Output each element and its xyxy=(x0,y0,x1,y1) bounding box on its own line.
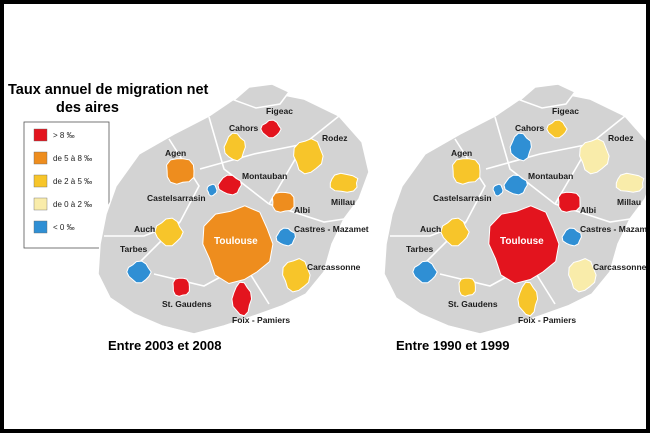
map-1990-1999-label-agen: Agen xyxy=(451,148,472,158)
map-2003-2008-labels: Figeac Cahors Rodez Agen Montauban Castelsarr… xyxy=(120,106,369,325)
legend-label-2: de 2 à 5 ‰ xyxy=(53,177,92,186)
map-1990-1999-label-tarbes: Tarbes xyxy=(406,244,434,254)
map-2003-2008-area-toulouse xyxy=(202,205,274,285)
map-2003-2008-label-albi: Albi xyxy=(294,205,310,215)
map-2003-2008-label-montauban: Montauban xyxy=(242,171,287,181)
map-2003-2008-area-castres-mazamet xyxy=(275,227,296,247)
map-2003-2008-label-rodez: Rodez xyxy=(322,133,348,143)
map-2003-2008-label-agen: Agen xyxy=(165,148,186,158)
title-line2: des aires xyxy=(56,100,119,116)
caption-map-1990-1999: Entre 1990 et 1999 xyxy=(396,338,509,353)
legend-label-1: de 5 à 8 ‰ xyxy=(53,154,92,163)
map-2003-2008-department-border-1 xyxy=(208,116,270,205)
title-line1: Taux annuel de migration net xyxy=(8,82,209,98)
map-2003-2008-region-shape-1 xyxy=(232,83,291,109)
map-2003-2008-department-border-0 xyxy=(168,138,200,223)
map-2003-2008-area-tarbes xyxy=(126,260,152,284)
map-2003-2008-label-millau: Millau xyxy=(331,197,355,207)
map-1990-1999-area-montauban xyxy=(503,174,528,196)
map-1990-1999-label-castelsarrasin: Castelsarrasin xyxy=(433,193,492,203)
map-2003-2008-area-foix-pamiers xyxy=(231,281,253,317)
map-1990-1999-label-montauban: Montauban xyxy=(528,171,573,181)
legend-label-4: < 0 ‰ xyxy=(53,223,75,232)
maps-figure: Taux annuel de migration net des aires >… xyxy=(8,82,646,353)
legend-label-3: de 0 à 2 ‰ xyxy=(53,200,92,209)
map-2003-2008-label-auch: Auch xyxy=(134,224,155,234)
map-2003-2008-area-figeac xyxy=(260,119,282,139)
map-2003-2008-area-cahors xyxy=(223,132,246,162)
map-2003-2008-label-foix-pamiers: Foix - Pamiers xyxy=(232,315,290,325)
map-2003-2008-label-carcassonne: Carcassonne xyxy=(307,262,361,272)
legend-swatch-0 xyxy=(33,128,48,142)
map-1990-1999-department-border-1 xyxy=(494,116,556,205)
map-2003-2008-area-st-gaudens xyxy=(172,277,190,297)
map-1990-1999-label-st-gaudens: St. Gaudens xyxy=(448,299,498,309)
legend-swatch-3 xyxy=(33,197,48,211)
map-2003-2008-area-carcassonne xyxy=(282,258,311,293)
legend: > 8 ‰ de 5 à 8 ‰ de 2 à 5 ‰ de 0 à 2 ‰ < 0 ‰ xyxy=(23,121,110,249)
map-1990-1999-department-border-7 xyxy=(485,143,591,170)
map-2003-2008-areas xyxy=(126,119,359,317)
legend-swatch-4 xyxy=(33,220,48,234)
map-2003-2008-area-castelsarrasin xyxy=(206,183,218,197)
map-1990-1999-label-carcassonne: Carcassonne xyxy=(593,262,646,272)
map-1990-1999-label-rodez: Rodez xyxy=(608,133,634,143)
map-2003-2008-department-border-7 xyxy=(199,143,305,170)
map-2003-2008-label-castelsarrasin: Castelsarrasin xyxy=(147,193,206,203)
map-2003-2008-area-montauban xyxy=(217,174,242,196)
map-2003-2008-label-tarbes: Tarbes xyxy=(120,244,148,254)
map-2003-2008-area-millau xyxy=(329,172,359,193)
map-1990-1999-area-auch xyxy=(440,217,470,247)
map-1990-1999-area-castelsarrasin xyxy=(492,183,504,197)
map-1990-1999-area-st-gaudens xyxy=(458,277,476,297)
map-2003-2008-area-auch xyxy=(154,217,184,247)
map-2003-2008-area-rodez xyxy=(293,138,324,175)
map-1990-1999-regions xyxy=(383,83,646,335)
map-1990-1999-area-millau xyxy=(615,172,645,193)
caption-map-2003-2008: Entre 2003 et 2008 xyxy=(108,338,221,353)
map-1990-1999-area-cahors xyxy=(509,132,532,162)
map-2003-2008-label-castres-mazamet: Castres - Mazamet xyxy=(294,224,369,234)
image-frame: Taux annuel de migration net des aires >… xyxy=(4,4,646,429)
map-1990-1999-area-albi xyxy=(557,191,581,213)
map-2003-2008-label-cahors: Cahors xyxy=(229,123,259,133)
map-1990-1999-area-tarbes xyxy=(412,260,438,284)
map-1990-1999-label-auch: Auch xyxy=(420,224,441,234)
map-1990-1999-label-albi: Albi xyxy=(580,205,596,215)
map-1990-1999-label-castres-mazamet: Castres - Mazamet xyxy=(580,224,646,234)
map-1990-1999-area-castres-mazamet xyxy=(561,227,582,247)
map-1990-1999-area-agen xyxy=(452,158,481,185)
map-1990-1999-area-figeac xyxy=(546,119,568,139)
map-1990-1999-labels: Figeac Cahors Rodez Agen Montauban Castelsarr… xyxy=(406,106,646,325)
map-2003-2008-area-albi xyxy=(271,191,295,213)
map-1990-1999-label-millau: Millau xyxy=(617,197,641,207)
map-1990-1999-label-foix-pamiers: Foix - Pamiers xyxy=(518,315,576,325)
legend-swatch-2 xyxy=(33,174,48,188)
map-1990-1999-area-toulouse xyxy=(488,205,560,285)
map-2003-2008-label-toulouse: Toulouse xyxy=(214,236,258,247)
legend-swatch-1 xyxy=(33,151,48,165)
map-1990-1999-label-cahors: Cahors xyxy=(515,123,545,133)
map-1990-1999-area-foix-pamiers xyxy=(517,281,539,317)
map-1990-1999-areas xyxy=(412,119,645,317)
map-1990-1999-region-shape-1 xyxy=(518,83,577,109)
map-1990-1999-label-toulouse: Toulouse xyxy=(500,236,544,247)
map-1990-1999-area-rodez xyxy=(579,138,610,175)
map-2003-2008-area-agen xyxy=(166,158,195,185)
map-1990-1999-area-carcassonne xyxy=(568,258,597,293)
map-2003-2008-label-figeac: Figeac xyxy=(266,106,293,116)
legend-label-0: > 8 ‰ xyxy=(53,131,75,140)
map-2003-2008-label-st-gaudens: St. Gaudens xyxy=(162,299,212,309)
map-1990-1999-label-figeac: Figeac xyxy=(552,106,579,116)
map-1990-1999-department-border-0 xyxy=(454,138,486,223)
